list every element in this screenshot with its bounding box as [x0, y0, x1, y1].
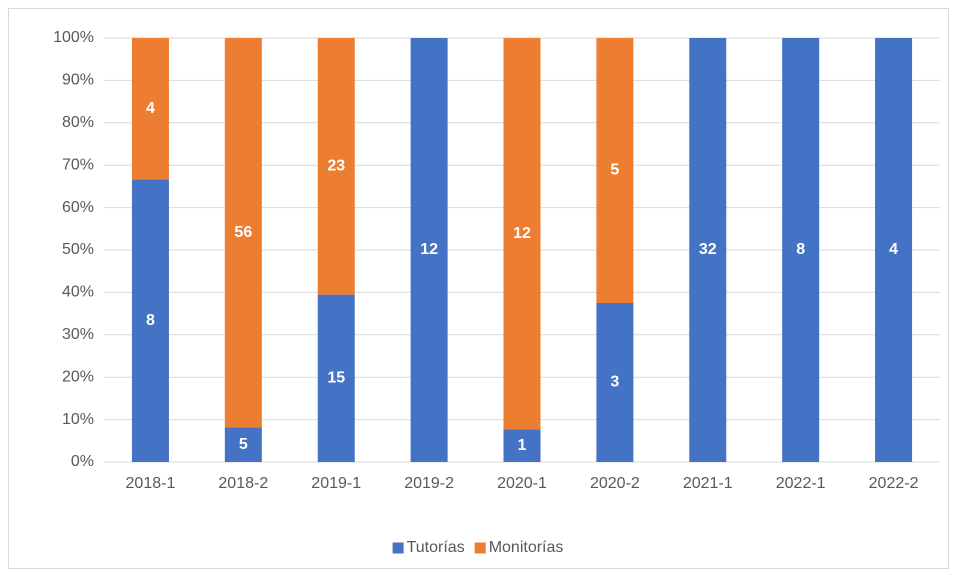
y-tick-label: 80% — [62, 114, 94, 131]
legend-label: Monitorías — [489, 539, 564, 556]
legend-label: Tutorías — [407, 539, 465, 556]
bar-segment — [317, 294, 355, 462]
bar-segment — [317, 38, 355, 295]
data-label: 23 — [327, 158, 345, 175]
y-tick-label: 30% — [62, 326, 94, 343]
data-label: 5 — [239, 436, 248, 453]
data-label: 5 — [610, 162, 619, 179]
y-tick-label: 70% — [62, 156, 94, 173]
y-tick-label: 10% — [62, 411, 94, 428]
bar-segment — [596, 303, 634, 462]
x-tick-label: 2020-1 — [497, 475, 547, 492]
y-tick-label: 50% — [62, 241, 94, 258]
data-label: 1 — [518, 437, 527, 454]
x-tick-label: 2022-2 — [869, 475, 919, 492]
bar-segment — [689, 38, 727, 462]
data-label: 8 — [146, 312, 155, 329]
data-label: 4 — [889, 241, 898, 258]
bar-segment — [224, 38, 262, 428]
x-tick-label: 2019-2 — [404, 475, 454, 492]
y-tick-label: 90% — [62, 72, 94, 89]
x-tick-label: 2022-1 — [776, 475, 826, 492]
y-tick-label: 20% — [62, 368, 94, 385]
bar-segment — [131, 179, 169, 463]
bar-segment — [410, 38, 448, 462]
data-label: 12 — [420, 241, 438, 258]
x-tick-label: 2020-2 — [590, 475, 640, 492]
legend-swatch — [474, 542, 486, 554]
data-label: 12 — [513, 225, 531, 242]
x-tick-label: 2021-1 — [683, 475, 733, 492]
bar-segment — [875, 38, 913, 462]
y-tick-label: 100% — [53, 29, 94, 46]
x-tick-label: 2019-1 — [311, 475, 361, 492]
bar-segment — [131, 38, 169, 180]
y-tick-label: 40% — [62, 284, 94, 301]
data-label: 32 — [699, 241, 717, 258]
x-tick-label: 2018-2 — [218, 475, 268, 492]
bar-segment — [503, 429, 541, 462]
legend-swatch — [392, 542, 404, 554]
y-tick-label: 0% — [71, 453, 94, 470]
bar-segment — [596, 38, 634, 303]
bar-segment — [782, 38, 820, 462]
data-label: 15 — [327, 370, 345, 387]
data-label: 4 — [146, 100, 155, 117]
bar-segment — [503, 38, 541, 430]
data-label: 56 — [234, 224, 252, 241]
y-tick-label: 60% — [62, 199, 94, 216]
data-label: 3 — [610, 374, 619, 391]
x-tick-label: 2018-1 — [126, 475, 176, 492]
bar-segment — [224, 427, 262, 462]
data-label: 8 — [796, 241, 805, 258]
